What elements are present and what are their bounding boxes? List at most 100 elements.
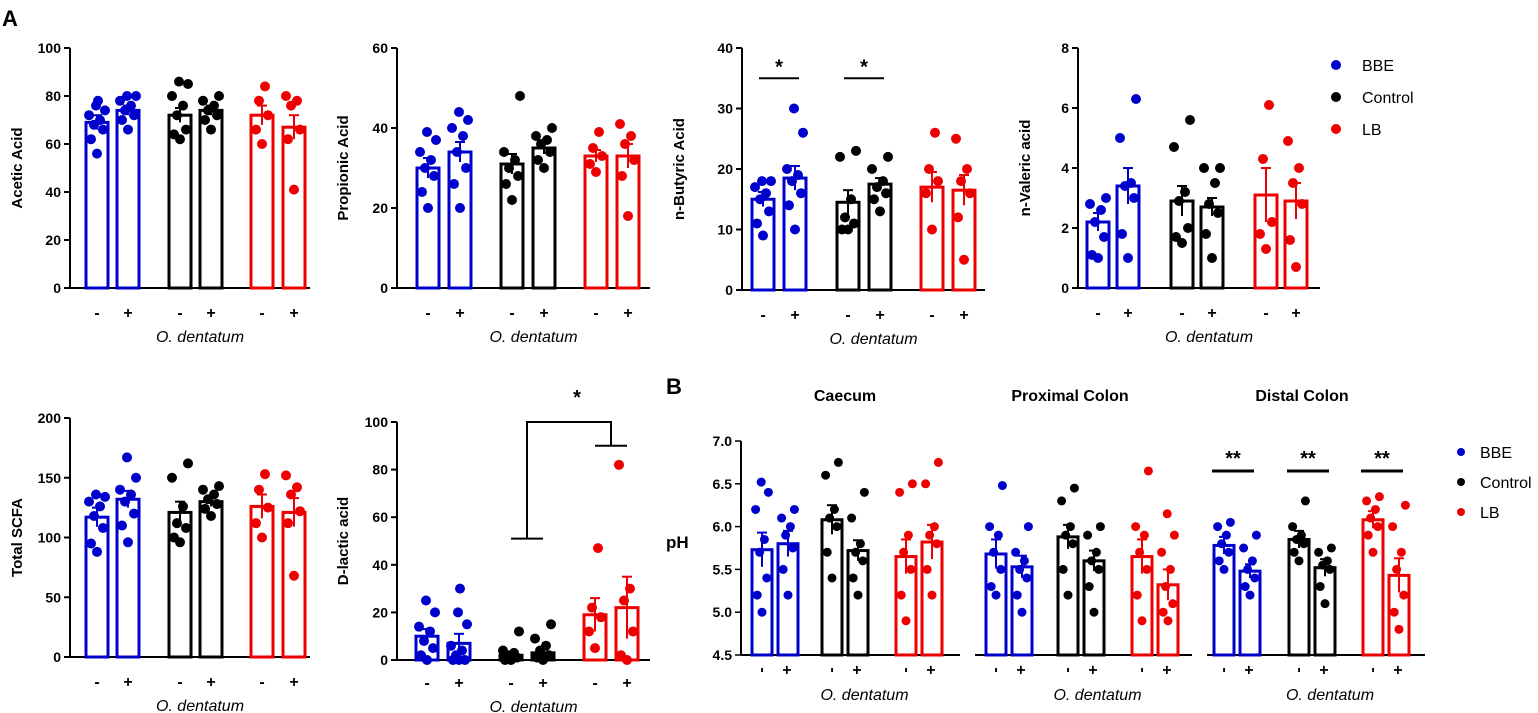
y-tick-label: 40 bbox=[45, 184, 61, 200]
data-point bbox=[1101, 193, 1111, 203]
significance-bracket bbox=[511, 421, 627, 540]
data-point bbox=[1325, 564, 1335, 574]
y-tick-label: 60 bbox=[45, 136, 61, 152]
treatment-sign: + bbox=[1316, 665, 1333, 674]
data-point bbox=[1126, 178, 1136, 188]
data-point bbox=[1294, 556, 1304, 566]
data-point bbox=[837, 224, 847, 235]
data-point bbox=[1199, 163, 1209, 173]
data-point bbox=[198, 95, 208, 106]
y-tick-label: 0 bbox=[53, 280, 61, 296]
data-point bbox=[927, 224, 937, 235]
y-tick-label: 6.0 bbox=[713, 519, 733, 535]
data-point bbox=[89, 510, 99, 521]
y-tick-label: 2 bbox=[1061, 220, 1069, 236]
data-point bbox=[1131, 522, 1141, 532]
treatment-sign: + bbox=[1241, 665, 1258, 674]
data-point bbox=[985, 522, 995, 532]
data-point bbox=[286, 489, 296, 500]
data-point bbox=[1085, 199, 1095, 209]
data-point bbox=[251, 518, 261, 529]
data-point bbox=[463, 115, 473, 125]
data-point bbox=[822, 547, 832, 557]
data-point bbox=[460, 655, 470, 665]
bar-control-plus bbox=[198, 500, 224, 659]
significance-star: ** bbox=[1300, 448, 1316, 470]
legend-b: BBE Control LB bbox=[1457, 445, 1532, 522]
data-point bbox=[853, 590, 863, 600]
legend-a-label-bbe: BBE bbox=[1362, 58, 1394, 75]
chart-total: 0 50 100 150 200 Total SCFA - + - + - + O. dentatum bbox=[9, 410, 310, 713]
data-point bbox=[209, 489, 219, 500]
data-point bbox=[452, 147, 462, 157]
data-point bbox=[1083, 530, 1093, 540]
data-point bbox=[590, 643, 600, 654]
treatment-sign: - bbox=[1364, 667, 1381, 672]
treatment-sign: + bbox=[875, 307, 884, 324]
y-tick-label: 100 bbox=[38, 530, 62, 546]
data-point bbox=[784, 200, 794, 211]
data-point bbox=[588, 143, 598, 153]
data-point bbox=[986, 582, 996, 592]
data-point bbox=[421, 595, 431, 606]
data-point bbox=[457, 645, 467, 656]
legend-a-marker-bbe bbox=[1331, 60, 1341, 70]
data-point bbox=[169, 532, 179, 543]
data-point bbox=[91, 489, 101, 500]
data-point bbox=[1288, 178, 1298, 188]
ph-section-caecum: Caecum - + - + - + O. dentatum bbox=[741, 388, 960, 704]
data-point bbox=[989, 547, 999, 557]
data-point bbox=[1061, 530, 1071, 540]
data-point bbox=[123, 537, 133, 548]
data-point bbox=[169, 129, 179, 140]
treatment-sign: + bbox=[123, 674, 132, 691]
data-point bbox=[1300, 496, 1310, 506]
data-point bbox=[1291, 262, 1301, 272]
data-point bbox=[453, 607, 463, 618]
data-point bbox=[183, 458, 193, 469]
y-axis-label: Propionic Acid bbox=[335, 115, 352, 220]
bar-control-plus bbox=[198, 108, 224, 290]
data-point bbox=[591, 167, 601, 177]
data-point bbox=[84, 496, 94, 507]
bar-lb-plus bbox=[281, 125, 307, 290]
y-axis-label: n-Valeric acid bbox=[1017, 120, 1034, 217]
data-point bbox=[206, 510, 216, 521]
data-point bbox=[1392, 564, 1402, 574]
treatment-sign: + bbox=[1291, 305, 1300, 322]
data-point bbox=[1396, 547, 1406, 557]
treatment-sign: + bbox=[1085, 665, 1102, 674]
data-point bbox=[181, 124, 191, 135]
data-point bbox=[849, 218, 859, 229]
x-axis-label: O. dentatum bbox=[156, 329, 244, 346]
data-point bbox=[533, 155, 543, 165]
data-point bbox=[260, 81, 270, 92]
y-tick-label: 4 bbox=[1061, 160, 1069, 176]
bar-bbe-plus bbox=[115, 108, 141, 290]
data-point bbox=[761, 188, 771, 199]
data-point bbox=[1174, 196, 1184, 206]
y-tick-label: 6.5 bbox=[713, 476, 733, 492]
data-point bbox=[1058, 564, 1068, 574]
data-point bbox=[212, 499, 222, 510]
data-point bbox=[1251, 530, 1261, 540]
chart-butyric: 0 10 20 30 40 n-Butyric Acid - + - + - + O. dentatum… bbox=[671, 40, 985, 348]
significance-star: * bbox=[860, 56, 868, 78]
data-point bbox=[597, 151, 607, 161]
chart-dlactic: 0 20 40 60 80 100 D-lactic acid - + - + - + O. dentat… bbox=[335, 387, 650, 713]
data-point bbox=[509, 647, 519, 658]
data-point bbox=[788, 543, 798, 553]
treatment-sign: - bbox=[1263, 305, 1268, 322]
data-point bbox=[501, 179, 511, 189]
y-tick-label: 40 bbox=[717, 40, 733, 56]
data-point bbox=[426, 155, 436, 165]
y-tick-label: 20 bbox=[717, 161, 733, 177]
data-point bbox=[167, 91, 177, 101]
data-point bbox=[129, 508, 139, 519]
y-tick-label: 20 bbox=[372, 604, 388, 620]
chart-acetic: 0 20 40 60 80 100 Acetic Acid - + - + - + O. dentatum bbox=[9, 40, 310, 346]
y-tick-label: 7.0 bbox=[713, 433, 733, 449]
y-tick-label: 80 bbox=[372, 462, 388, 478]
treatment-sign: - bbox=[592, 675, 597, 692]
data-point bbox=[178, 501, 188, 512]
